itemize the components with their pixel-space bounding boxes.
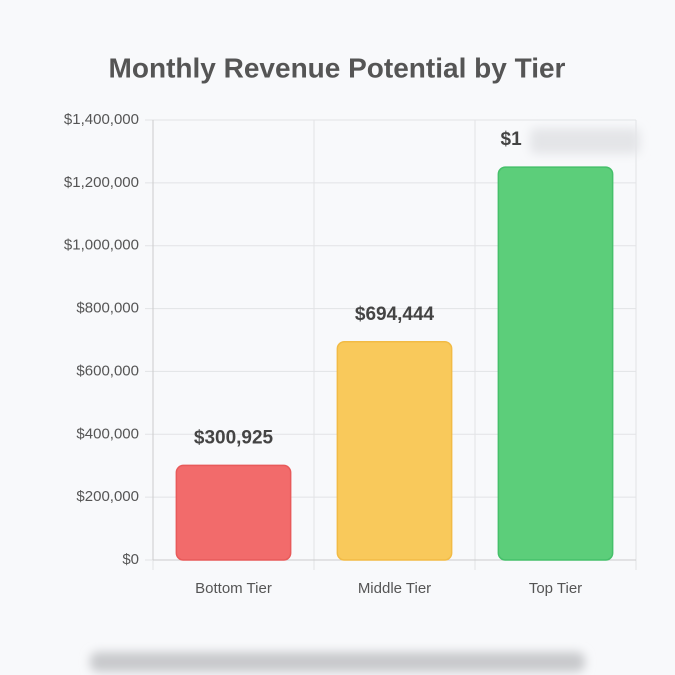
bar — [336, 340, 453, 561]
y-tick-label: $400,000 — [76, 425, 139, 442]
value-label: $1 — [501, 129, 523, 150]
bar — [497, 166, 614, 561]
y-tick-label: $1,000,000 — [64, 237, 139, 254]
value-label: $694,444 — [355, 304, 435, 325]
y-tick-label: $1,400,000 — [64, 111, 139, 128]
blur-overlay — [530, 128, 640, 154]
y-tick-label: $600,000 — [76, 362, 139, 379]
bar — [175, 464, 292, 561]
y-tick-label: $200,000 — [76, 488, 139, 505]
blurred-caption — [90, 652, 585, 672]
y-tick-label: $800,000 — [76, 300, 139, 317]
x-tick-label: Middle Tier — [358, 580, 431, 597]
y-tick-label: $0 — [122, 551, 139, 568]
chart-title: Monthly Revenue Potential by Tier — [109, 52, 566, 83]
x-tick-label: Top Tier — [529, 580, 582, 597]
value-label: $300,925 — [194, 427, 274, 448]
x-tick-label: Bottom Tier — [195, 580, 272, 597]
y-tick-label: $1,200,000 — [64, 174, 139, 191]
